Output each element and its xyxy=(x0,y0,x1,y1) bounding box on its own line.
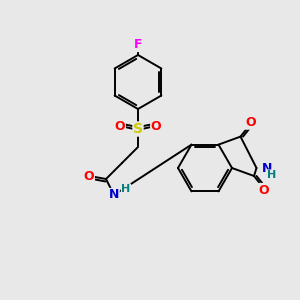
Text: H: H xyxy=(122,184,130,194)
Text: H: H xyxy=(267,170,276,180)
Text: O: O xyxy=(151,119,161,133)
Text: O: O xyxy=(259,184,269,196)
Text: N: N xyxy=(109,188,119,202)
Text: O: O xyxy=(115,119,125,133)
Text: O: O xyxy=(245,116,256,129)
Text: S: S xyxy=(133,122,143,136)
Text: O: O xyxy=(84,170,94,184)
Text: F: F xyxy=(134,38,142,52)
Text: N: N xyxy=(262,161,272,175)
